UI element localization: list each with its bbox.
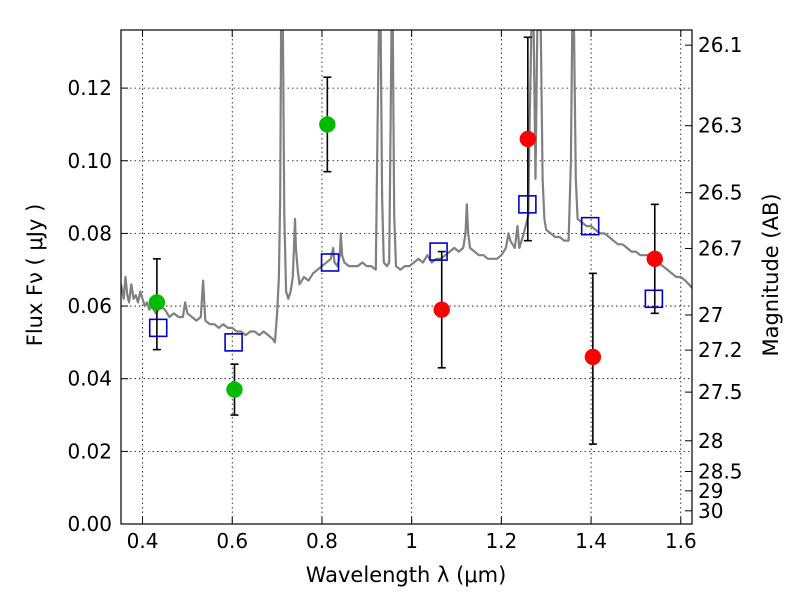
- observed-point: [646, 250, 664, 268]
- y-tick-label: 0.06: [67, 294, 112, 318]
- y-tick-label: 0.04: [67, 367, 112, 391]
- y2-tick-label: 28: [698, 429, 723, 453]
- error-bars: [152, 36, 659, 445]
- y-tick-label: 0.02: [67, 439, 112, 463]
- y-tick-label: 0.00: [67, 512, 112, 536]
- y2-tick-label: 26.7: [698, 236, 743, 260]
- model-square: [429, 242, 448, 261]
- model-square: [580, 216, 600, 236]
- observed-point: [584, 348, 602, 366]
- markers: [148, 116, 664, 398]
- y-tick-label: 0.08: [67, 221, 112, 245]
- y2-tick-label: 27: [698, 303, 723, 327]
- observed-point: [433, 301, 450, 318]
- model-square: [224, 333, 243, 352]
- observed-point: [519, 130, 537, 148]
- ticks: [121, 30, 692, 525]
- spectrum-line: [121, 30, 692, 344]
- x-tick-label: 0.4: [127, 529, 159, 553]
- y2-tick-label: 26.3: [698, 114, 743, 138]
- x-axis-title: Wavelength λ (μm): [306, 563, 507, 587]
- x-tick-label: 0.6: [216, 529, 248, 553]
- observed-point: [226, 381, 243, 398]
- y-axis-title: Flux Fν ( μJy ): [23, 204, 47, 347]
- y2-tick-label: 28.5: [698, 459, 743, 483]
- tick-labels: 0.4 0.6 0.8 1 1.2 1.4 1.6 0.00 0.02 0.04 0.06 0.08 0…: [67, 33, 742, 553]
- spectrum-layer: [121, 30, 692, 344]
- plot-area: [121, 30, 692, 445]
- model-square: [320, 253, 340, 272]
- model-square: [148, 318, 168, 338]
- y2-axis-title: Magnitude (AB): [759, 193, 783, 356]
- model-square: [644, 289, 664, 309]
- y-tick-label: 0.12: [67, 76, 112, 100]
- y2-tick-label: 30: [698, 499, 723, 523]
- y2-tick-label: 27.2: [698, 338, 743, 362]
- model-square: [518, 195, 537, 214]
- x-tick-label: 0.8: [306, 529, 338, 553]
- grid-lines: [121, 30, 692, 525]
- x-tick-label: 1.4: [575, 529, 607, 553]
- y-tick-label: 0.10: [67, 149, 112, 173]
- observed-point: [148, 294, 166, 311]
- y2-tick-label: 26.1: [698, 33, 743, 57]
- x-tick-label: 1.2: [485, 529, 517, 553]
- y2-tick-label: 26.5: [698, 181, 743, 205]
- y2-tick-label: 29: [698, 479, 723, 503]
- x-tick-label: 1: [405, 529, 418, 553]
- observed-point: [319, 116, 336, 133]
- x-tick-label: 1.6: [665, 529, 697, 553]
- plot-frame: [120, 29, 693, 525]
- y2-tick-label: 27.5: [698, 380, 743, 404]
